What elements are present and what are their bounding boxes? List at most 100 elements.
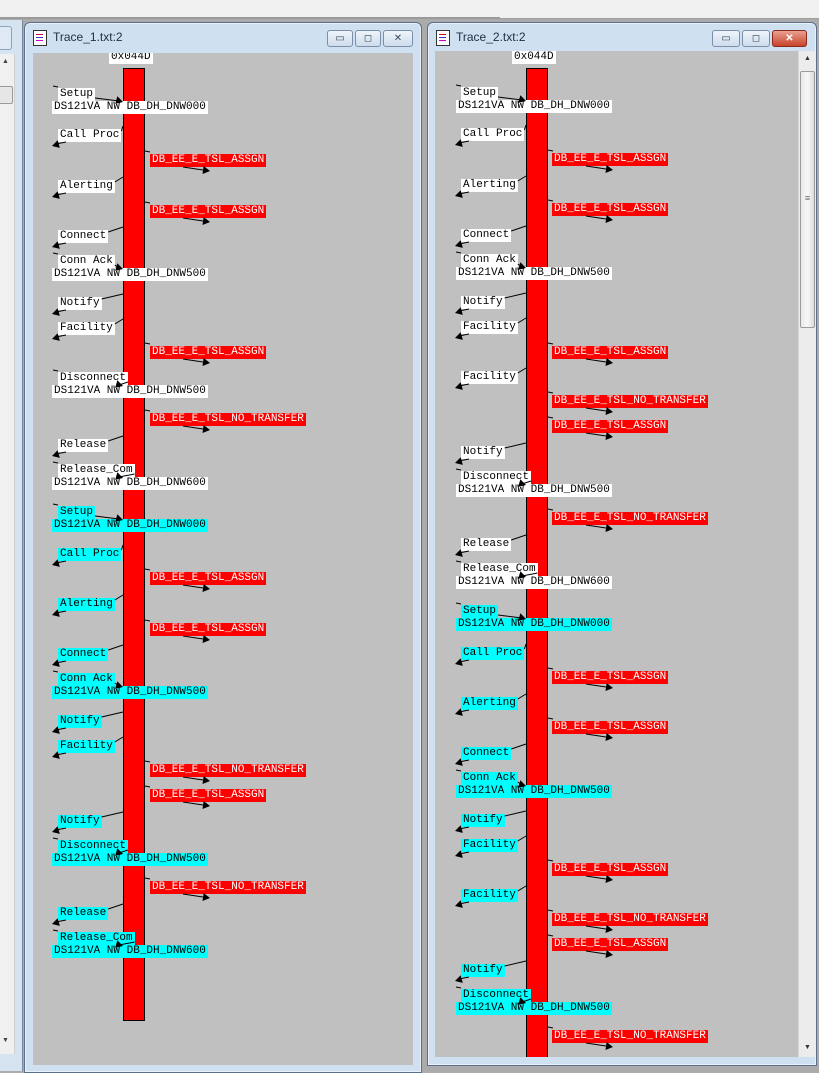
incoming-message-label[interactable]: Conn Ack <box>461 772 518 785</box>
maximize-button[interactable]: ◻ <box>355 30 381 47</box>
incoming-message-label[interactable]: Setup <box>461 87 499 100</box>
internal-event-label[interactable]: DB_EE_E_TSL_NO_TRANSFER <box>552 512 708 525</box>
incoming-message-label[interactable]: Release_Com <box>461 563 538 576</box>
outgoing-message-label[interactable]: Connect <box>58 648 109 661</box>
outgoing-message-label[interactable]: Call Proc <box>461 647 525 660</box>
internal-event-label[interactable]: DB_EE_E_TSL_ASSGN <box>552 153 669 166</box>
outgoing-message-label[interactable]: Facility <box>461 889 518 902</box>
incoming-message-label[interactable]: Disconnect <box>58 840 129 853</box>
outgoing-message-label[interactable]: Notify <box>461 446 505 459</box>
outgoing-message-label[interactable]: Call Proc <box>461 128 525 141</box>
trace-window-2[interactable]: Trace_2.txt:2 ▭ ◻ ✕ 0x044D Setup DS121VA N… <box>427 22 817 1066</box>
message-parameter-label: DS121VA NW DB_DH_DNW000 <box>52 519 208 532</box>
outgoing-message-label[interactable]: Notify <box>461 296 505 309</box>
incoming-message-label[interactable]: Setup <box>58 506 96 519</box>
scrollbar-thumb[interactable] <box>0 86 13 104</box>
incoming-message-label[interactable]: Disconnect <box>58 372 129 385</box>
outgoing-message-label[interactable]: Facility <box>461 321 518 334</box>
scroll-down-arrow-icon[interactable]: ▼ <box>804 1044 811 1051</box>
outgoing-message-label[interactable]: Release <box>461 538 512 551</box>
incoming-message-label[interactable]: Setup <box>58 88 96 101</box>
grip-icon: ≡ <box>804 192 811 203</box>
internal-event-label[interactable]: DB_EE_E_TSL_ASSGN <box>150 623 267 636</box>
outgoing-message-label[interactable]: Connect <box>58 230 109 243</box>
scroll-down-arrow-icon[interactable]: ▼ <box>2 1037 9 1044</box>
outgoing-message-label[interactable]: Alerting <box>58 180 115 193</box>
outgoing-message-label[interactable]: Release <box>58 907 109 920</box>
internal-event-label[interactable]: DB_EE_E_TSL_ASSGN <box>552 721 669 734</box>
outgoing-message-label[interactable]: Notify <box>58 815 102 828</box>
lifeline-bar[interactable] <box>526 68 548 1057</box>
internal-event-label[interactable]: DB_EE_E_TSL_NO_TRANSFER <box>552 913 708 926</box>
title-bar[interactable]: Trace_1.txt:2 ▭ ◻ ✕ <box>25 23 421 51</box>
outgoing-message-label[interactable]: Call Proc <box>58 129 122 142</box>
message-arrows <box>455 84 613 1050</box>
close-button[interactable]: ✕ <box>772 30 807 47</box>
internal-event-label[interactable]: DB_EE_E_TSL_NO_TRANSFER <box>150 413 306 426</box>
outgoing-message-label[interactable]: Facility <box>461 371 518 384</box>
internal-event-label[interactable]: DB_EE_E_TSL_ASSGN <box>150 205 267 218</box>
outgoing-message-label[interactable]: Alerting <box>461 697 518 710</box>
incoming-message-label[interactable]: Setup <box>461 605 499 618</box>
minimize-button[interactable]: ▭ <box>327 30 353 47</box>
outgoing-message-label[interactable]: Facility <box>58 740 115 753</box>
incoming-message-label[interactable]: Disconnect <box>461 989 532 1002</box>
outgoing-message-label[interactable]: Alerting <box>461 179 518 192</box>
minimize-button[interactable]: ▭ <box>712 30 740 47</box>
outgoing-message-label[interactable]: Connect <box>461 229 512 242</box>
internal-event-label[interactable]: DB_EE_E_TSL_ASSGN <box>552 420 669 433</box>
internal-event-label[interactable]: DB_EE_E_TSL_ASSGN <box>552 203 669 216</box>
incoming-message-label[interactable]: Conn Ack <box>461 254 518 267</box>
maximize-button[interactable]: ◻ <box>742 30 770 47</box>
incoming-message-label[interactable]: Conn Ack <box>58 673 115 686</box>
message-parameter-label: DS121VA NW DB_DH_DNW000 <box>456 618 612 631</box>
title-bar[interactable]: Trace_2.txt:2 ▭ ◻ ✕ <box>428 23 816 51</box>
document-icon <box>436 30 450 46</box>
outgoing-message-label[interactable]: Notify <box>58 715 102 728</box>
lifeline-bar[interactable] <box>123 68 145 1021</box>
outgoing-message-label[interactable]: Notify <box>58 297 102 310</box>
outgoing-message-label[interactable]: Call Proc <box>58 548 122 561</box>
message-parameter-label: DS121VA NW DB_DH_DNW000 <box>52 101 208 114</box>
message-parameter-label: DS121VA NW DB_DH_DNW600 <box>52 477 208 490</box>
scrollbar-thumb[interactable]: ≡ <box>800 71 815 328</box>
outgoing-message-label[interactable]: Release <box>58 439 109 452</box>
internal-event-label[interactable]: DB_EE_E_TSL_ASSGN <box>150 346 267 359</box>
internal-event-label[interactable]: DB_EE_E_TSL_NO_TRANSFER <box>150 764 306 777</box>
message-arrows <box>52 85 210 948</box>
background-window-scrollbar[interactable]: ▲ ▼ <box>0 54 15 1054</box>
maximize-icon: ◻ <box>751 33 761 44</box>
internal-event-label[interactable]: DB_EE_E_TSL_NO_TRANSFER <box>552 395 708 408</box>
outgoing-message-label[interactable]: Notify <box>461 964 505 977</box>
internal-event-label[interactable]: DB_EE_E_TSL_ASSGN <box>552 346 669 359</box>
sequence-diagram-canvas[interactable]: 0x044D Setup DS121VA NW DB_DH_DNW000 Call P… <box>33 53 413 1065</box>
internal-event-label[interactable]: DB_EE_E_TSL_NO_TRANSFER <box>552 1030 708 1043</box>
close-button[interactable]: ✕ <box>383 30 413 47</box>
internal-event-label[interactable]: DB_EE_E_TSL_ASSGN <box>552 863 669 876</box>
minimize-icon: ▭ <box>335 33 345 44</box>
outgoing-message-label[interactable]: Notify <box>461 814 505 827</box>
message-parameter-label: DS121VA NW DB_DH_DNW500 <box>456 785 612 798</box>
incoming-message-label[interactable]: Disconnect <box>461 471 532 484</box>
scroll-up-arrow-icon[interactable]: ▲ <box>804 55 811 62</box>
outgoing-message-label[interactable]: Connect <box>461 747 512 760</box>
scroll-up-arrow-icon[interactable]: ▲ <box>2 58 9 65</box>
incoming-message-label[interactable]: Release_Com <box>58 464 135 477</box>
internal-event-label[interactable]: DB_EE_E_TSL_NO_TRANSFER <box>150 881 306 894</box>
internal-event-label[interactable]: DB_EE_E_TSL_ASSGN <box>150 154 267 167</box>
sequence-diagram-canvas[interactable]: 0x044D Setup DS121VA NW DB_DH_DNW000 Call P… <box>435 51 798 1057</box>
internal-event-label[interactable]: DB_EE_E_TSL_ASSGN <box>552 938 669 951</box>
outgoing-message-label[interactable]: Alerting <box>58 598 115 611</box>
lifeline-header: 0x044D <box>512 51 556 64</box>
trace-window-1[interactable]: Trace_1.txt:2 ▭ ◻ ✕ 0x044D Setup DS121VA N… <box>24 22 422 1073</box>
incoming-message-label[interactable]: Conn Ack <box>58 255 115 268</box>
incoming-message-label[interactable]: Release_Com <box>58 932 135 945</box>
outgoing-message-label[interactable]: Facility <box>461 839 518 852</box>
internal-event-label[interactable]: DB_EE_E_TSL_ASSGN <box>150 572 267 585</box>
internal-event-label[interactable]: DB_EE_E_TSL_ASSGN <box>150 789 267 802</box>
message-parameter-label: DS121VA NW DB_DH_DNW500 <box>52 853 208 866</box>
outgoing-message-label[interactable]: Facility <box>58 322 115 335</box>
background-window-button[interactable] <box>0 26 12 50</box>
internal-event-label[interactable]: DB_EE_E_TSL_ASSGN <box>552 671 669 684</box>
vertical-scrollbar[interactable]: ▲ ≡ ▼ <box>798 51 816 1057</box>
